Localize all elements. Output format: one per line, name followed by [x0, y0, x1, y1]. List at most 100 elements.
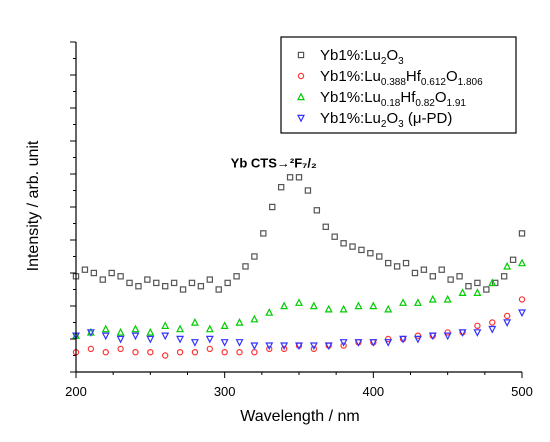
data-point [413, 298, 422, 306]
data-point [518, 258, 526, 267]
data-point [384, 304, 393, 313]
x-axis-title: Wavelength / nm [240, 408, 359, 425]
data-point [277, 184, 285, 191]
legend-label: Yb1%:Lu2O3 [320, 47, 404, 67]
data-point [518, 230, 526, 237]
data-point [456, 273, 463, 280]
data-point [101, 324, 110, 333]
legend: Yb1%:Lu2O3Yb1%:Lu0.388Hf0.612O1.806Yb1%:… [280, 36, 517, 134]
x-tick-label: 500 [511, 384, 533, 399]
data-point [369, 339, 378, 347]
legend-label: Yb1%:Lu0.388Hf0.612O1.806 [320, 68, 483, 88]
data-point [233, 273, 240, 280]
data-point [399, 298, 408, 306]
data-point [147, 349, 154, 356]
legend-marker [297, 51, 305, 59]
data-point [265, 308, 274, 316]
data-point [176, 324, 185, 333]
data-point [190, 339, 199, 347]
data-point [220, 339, 229, 347]
data-point [280, 345, 288, 353]
data-point [474, 322, 481, 329]
data-point [117, 273, 124, 280]
data-point [309, 342, 318, 351]
data-point [146, 335, 155, 344]
series-2 [72, 296, 526, 359]
data-point [116, 327, 125, 336]
data-point [81, 266, 89, 273]
data-point [473, 329, 482, 337]
data-point [399, 335, 408, 344]
data-point [250, 342, 259, 351]
data-point [438, 266, 445, 273]
annotation-label: Yb CTS→²F₇/₂ [231, 155, 317, 170]
data-point [188, 279, 196, 287]
data-point [101, 332, 110, 341]
data-point [413, 335, 422, 344]
data-point [153, 279, 160, 287]
data-point [162, 283, 169, 290]
data-point [369, 301, 378, 310]
data-point [102, 349, 109, 356]
data-point [309, 301, 318, 310]
data-point [86, 329, 95, 337]
series-4 [72, 309, 526, 351]
data-point [331, 233, 338, 240]
data-point [340, 342, 347, 349]
data-point [447, 276, 454, 283]
tick-labels: 200 300 400 500 [65, 384, 533, 399]
data-point [220, 321, 229, 329]
data-point [221, 349, 228, 356]
x-tick-label: 300 [214, 384, 236, 399]
data-point [376, 253, 383, 260]
data-point [197, 283, 205, 290]
data-point [444, 329, 451, 336]
y-axis-title: Intensity / arb. unit [25, 140, 42, 271]
data-point [250, 314, 259, 323]
legend-marker [297, 72, 305, 80]
data-point [503, 319, 512, 328]
data-point [295, 298, 303, 306]
data-point [500, 273, 508, 280]
data-point [420, 266, 428, 273]
data-point [402, 259, 410, 267]
legend-label: Yb1%:Lu2O3 (μ-PD) [320, 110, 452, 130]
series-1 [72, 174, 526, 293]
data-point [280, 342, 289, 351]
data-point [428, 332, 437, 341]
data-point [349, 243, 356, 250]
legend-entry: Yb1%:Lu2O3 [297, 47, 404, 67]
data-point [190, 317, 199, 326]
data-point [509, 256, 517, 264]
data-point [251, 349, 258, 356]
data-point [179, 286, 187, 293]
data-point [488, 325, 497, 334]
data-point [358, 246, 365, 254]
data-point [117, 345, 124, 353]
x-tick-label: 200 [65, 384, 87, 399]
data-point [116, 335, 125, 344]
data-point [132, 349, 139, 356]
data-point [269, 203, 276, 211]
data-point [518, 309, 526, 318]
legend-entry: Yb1%:Lu2O3 (μ-PD) [297, 110, 452, 130]
data-point [354, 301, 363, 310]
data-point [205, 324, 214, 333]
data-point [235, 317, 244, 326]
data-point [251, 253, 258, 260]
data-point [161, 352, 169, 359]
data-point [242, 263, 249, 270]
data-point [393, 263, 401, 270]
legend-marker [297, 114, 305, 123]
legend-box [280, 36, 517, 134]
data-point [131, 324, 140, 333]
data-point [339, 339, 348, 347]
data-point [135, 283, 142, 290]
legend-marker [297, 92, 305, 101]
legend-label: Yb1%:Lu0.18Hf0.82O1.91 [320, 89, 466, 109]
data-point [176, 335, 185, 344]
data-point [224, 279, 231, 287]
data-point [87, 345, 95, 353]
data-point [205, 335, 214, 344]
data-point [367, 250, 374, 257]
